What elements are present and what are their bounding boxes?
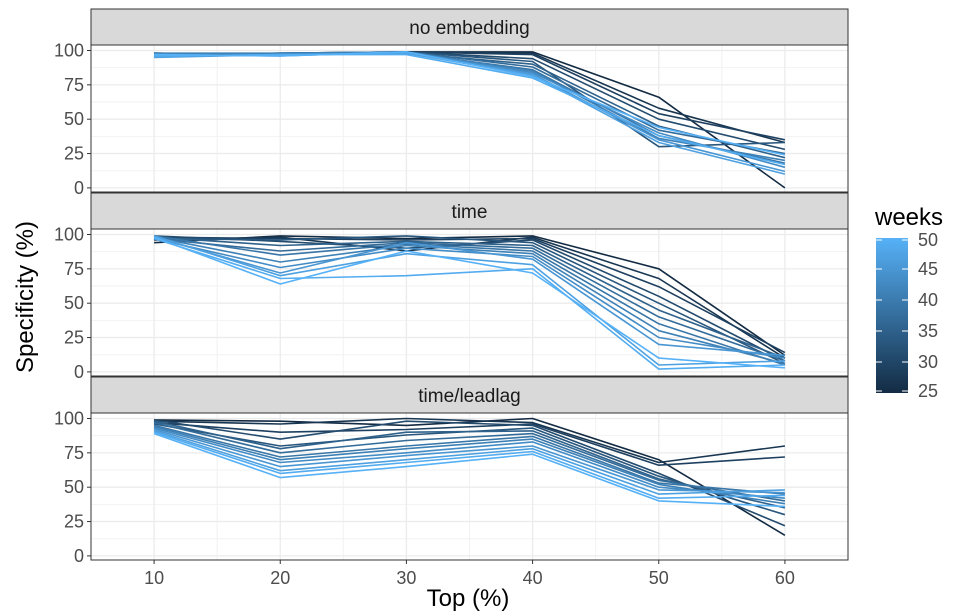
series-line bbox=[153, 427, 785, 499]
series-line bbox=[153, 237, 785, 370]
y-tick-label: 50 bbox=[64, 293, 84, 313]
y-tick-label: 50 bbox=[64, 109, 84, 129]
y-tick-label: 25 bbox=[64, 144, 84, 164]
y-tick-label: 25 bbox=[64, 512, 84, 532]
series-line bbox=[154, 51, 786, 162]
series-line bbox=[153, 235, 785, 366]
panel-border bbox=[90, 228, 849, 377]
y-tick-label: 100 bbox=[54, 224, 84, 244]
series-line bbox=[154, 421, 785, 467]
facet-strip bbox=[90, 376, 849, 414]
legend-title: weeks bbox=[874, 204, 943, 231]
y-tick-label: 0 bbox=[74, 178, 84, 198]
y-axis-title: Specificity (%) bbox=[12, 221, 39, 373]
legend-colorbar bbox=[876, 238, 908, 393]
x-axis: 10 20 30 40 50 60 bbox=[144, 560, 795, 588]
legend: weeks 25 30 35 40 45 50 bbox=[874, 204, 943, 401]
series-line bbox=[153, 430, 785, 495]
y-tick-label: 75 bbox=[64, 259, 84, 279]
series-line bbox=[153, 236, 785, 357]
y-tick-label: 75 bbox=[64, 75, 84, 95]
facet-strip-label: time/leadlag bbox=[418, 386, 520, 407]
legend-tick-label: 30 bbox=[918, 352, 938, 372]
series-line bbox=[153, 432, 785, 508]
series-line bbox=[153, 428, 785, 494]
legend-tick-label: 25 bbox=[918, 381, 938, 401]
panel-border bbox=[90, 412, 849, 561]
y-tick-label: 25 bbox=[64, 328, 84, 348]
facet-strip bbox=[90, 192, 849, 230]
series-line bbox=[154, 51, 786, 156]
x-tick-label: 60 bbox=[775, 568, 795, 588]
series-line bbox=[153, 237, 786, 359]
panels: no embedding0255075100time0255075100time… bbox=[54, 8, 849, 566]
series-line bbox=[153, 425, 786, 505]
series-line bbox=[154, 237, 786, 362]
series-line bbox=[153, 236, 785, 369]
legend-tick-label: 40 bbox=[918, 290, 938, 310]
x-axis-title: Top (%) bbox=[427, 585, 510, 612]
series-line bbox=[153, 236, 786, 365]
x-tick-label: 50 bbox=[649, 568, 669, 588]
y-tick-label: 0 bbox=[74, 546, 84, 566]
facet-strip bbox=[90, 8, 849, 46]
series-line bbox=[154, 53, 786, 166]
series-line bbox=[154, 236, 786, 359]
y-tick-label: 100 bbox=[54, 40, 84, 60]
series-line bbox=[153, 424, 785, 495]
legend-tick-label: 50 bbox=[918, 230, 938, 250]
series-line bbox=[153, 421, 786, 502]
y-tick-label: 100 bbox=[54, 408, 84, 428]
facet-strip-label: time bbox=[452, 202, 488, 223]
x-tick-label: 10 bbox=[144, 568, 164, 588]
legend-tick-label: 35 bbox=[918, 321, 938, 341]
panel-border bbox=[90, 44, 849, 193]
facet-strip-label: no embedding bbox=[409, 18, 529, 39]
x-tick-label: 40 bbox=[523, 568, 543, 588]
series-line bbox=[153, 431, 785, 500]
facet-panel: no embedding 0 25 50 75 100 bbox=[54, 8, 849, 198]
y-tick-label: 0 bbox=[74, 362, 84, 382]
facet-panel: time 0 25 50 75 100 bbox=[54, 192, 849, 382]
x-tick-label: 30 bbox=[396, 568, 416, 588]
facet-panel: time/leadlag 0 25 50 75 100 bbox=[54, 376, 849, 566]
y-tick-label: 50 bbox=[64, 477, 84, 497]
series-line bbox=[154, 417, 786, 464]
series-line bbox=[153, 235, 786, 366]
x-tick-label: 20 bbox=[270, 568, 290, 588]
y-tick-label: 75 bbox=[64, 443, 84, 463]
legend-tick-label: 45 bbox=[918, 259, 938, 279]
series-line bbox=[154, 235, 786, 365]
series-line bbox=[154, 417, 786, 536]
